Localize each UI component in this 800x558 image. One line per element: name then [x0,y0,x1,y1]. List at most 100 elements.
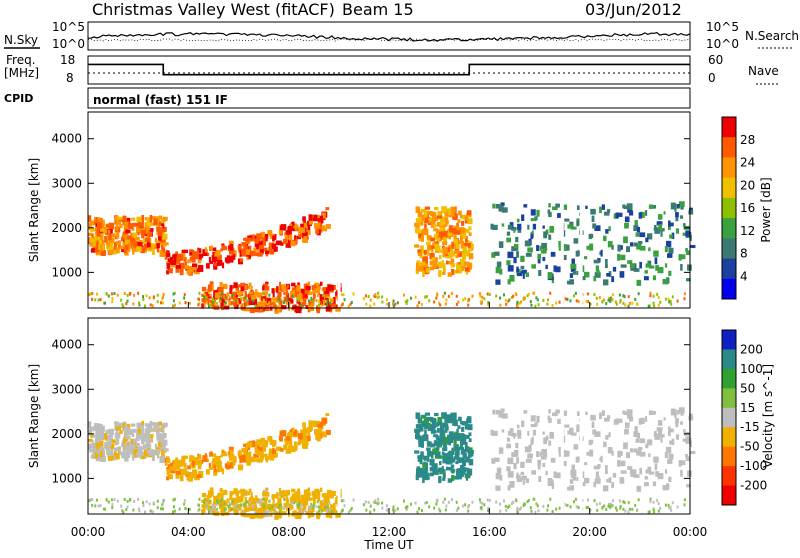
power-cell [208,256,211,263]
power-cell [608,296,611,300]
power-cell [307,302,314,309]
velocity-cell [374,500,377,504]
y-tick-label: 2000 [51,427,82,441]
power-cell [530,303,533,307]
velocity-cell [141,424,144,430]
velocity-cell [127,446,131,454]
power-cell [461,244,465,248]
velocity-cell [252,440,255,447]
velocity-cell [243,451,248,458]
power-cell [487,302,490,306]
velocity-cell [634,426,638,433]
velocity-cell [102,432,108,440]
power-cell [254,300,258,305]
velocity-cell [228,446,234,452]
power-cell [159,250,165,257]
power-cell [248,245,252,253]
power-cell [136,216,142,223]
velocity-cell [542,504,545,508]
power-cell [183,257,187,262]
power-cell [116,240,121,246]
velocity-cell [249,513,255,520]
x-tick-label: 16:00 [472,525,507,539]
velocity-cell [295,512,302,520]
velocity-cell [611,482,615,489]
velocity-cell [433,434,439,438]
power-cell [628,301,631,305]
velocity-cell [635,438,639,443]
velocity-cell [447,500,450,504]
velocity-cell [112,455,117,461]
power-cell [516,266,519,273]
velocity-cell [665,446,672,454]
power-cell [220,291,223,295]
velocity-cell [340,499,343,503]
velocity-cell [292,511,297,515]
velocity-cell [458,446,465,451]
velocity-cell [392,508,395,512]
velocity-cell [206,500,212,505]
power-cell [161,237,166,244]
power-cell [457,219,461,223]
velocity-cell [422,434,429,442]
velocity-cell [277,505,280,509]
power-cell [106,224,112,228]
velocity-cell [453,433,459,440]
velocity-cell [209,451,213,457]
velocity-cell [464,467,467,473]
power-cell [169,260,175,265]
power-cell [586,245,591,250]
velocity-cell [595,471,599,478]
velocity-cell [631,507,634,511]
velocity-cell [589,439,594,444]
x-tick-label: 00:00 [673,525,708,539]
velocity-cell [458,416,462,422]
velocity-cell [585,411,588,415]
velocity-cell [216,500,219,504]
velocity-cell [627,466,633,470]
power-cell [295,306,302,314]
velocity-cell [179,474,184,482]
velocity-cell [280,430,287,437]
velocity-cell [424,501,427,505]
power-cell [88,232,93,237]
velocity-cell [211,506,214,510]
power-cell [130,217,136,221]
velocity-cell [287,445,291,451]
power-cell [436,221,440,227]
velocity-cell [584,462,588,466]
velocity-cell [265,487,269,491]
power-cell [287,225,294,232]
velocity-cell [308,425,313,431]
velocity-cell [405,507,408,511]
power-cell [689,244,696,249]
power-cell [686,278,691,282]
power-cell [244,295,247,299]
velocity-cell [271,504,274,508]
velocity-cell [576,476,579,482]
power-cell [501,223,505,227]
power-cell [173,291,176,295]
velocity-cell [241,448,247,453]
power-cell [441,259,444,266]
power-cell [313,293,316,299]
power-cell [645,263,651,268]
power-cell [369,304,372,308]
velocity-cell [648,453,651,458]
velocity-cell [414,450,420,454]
velocity-cell [467,505,470,509]
velocity-cell [322,418,326,425]
power-cell [488,292,491,296]
power-cell [688,210,694,215]
velocity-cell [669,505,672,509]
power-cell [104,236,108,243]
velocity-cell [658,430,662,437]
power-cell [239,250,243,257]
power-cell [620,264,627,268]
velocity-cell [159,507,162,511]
velocity-cell [278,435,283,441]
velocity-cell [261,506,267,513]
power-cell [598,296,601,300]
velocity-cell [223,502,226,506]
